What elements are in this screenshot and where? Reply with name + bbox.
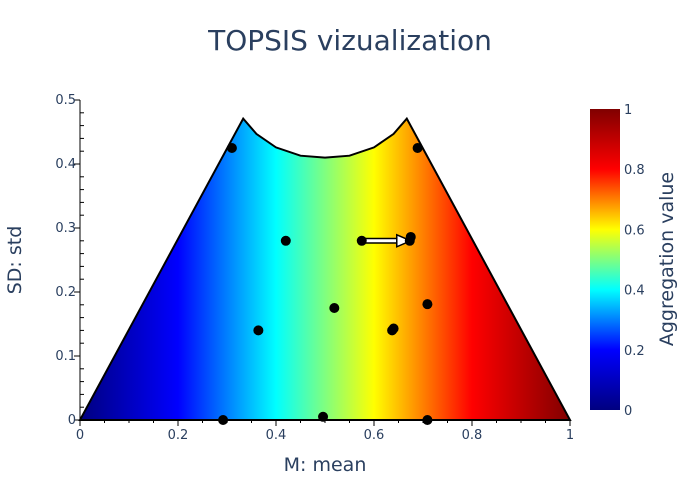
y-tick-label: 0.5 bbox=[55, 93, 76, 108]
y-tick-label: 0.4 bbox=[55, 157, 76, 172]
x-tick-label: 0.2 bbox=[168, 428, 189, 443]
colorbar-tick-label: 0.8 bbox=[624, 163, 645, 178]
colorbar-tick-label: 1 bbox=[624, 103, 632, 118]
data-point bbox=[356, 235, 367, 246]
colorbar-tick-label: 0.4 bbox=[624, 284, 645, 299]
data-point bbox=[318, 411, 329, 422]
data-points bbox=[218, 143, 433, 425]
colorbar-title: Aggregation value bbox=[656, 172, 678, 346]
data-point bbox=[280, 235, 291, 246]
data-point bbox=[329, 303, 340, 313]
colorbar-tick-label: 0 bbox=[624, 404, 632, 419]
colorbar-tick-label: 0.2 bbox=[624, 344, 645, 359]
colorbar-gradient bbox=[590, 109, 620, 410]
data-point bbox=[412, 143, 423, 153]
arrow bbox=[361, 233, 413, 248]
data-point bbox=[404, 235, 415, 246]
plot-area bbox=[78, 116, 572, 425]
y-tick-label: 0.3 bbox=[55, 221, 76, 236]
colorbar-tick-label: 0.6 bbox=[624, 223, 645, 238]
axes: 0 0.2 0.4 0.6 0.8 1 0 0.1 0.2 0.3 0.4 0.5 bbox=[55, 93, 574, 443]
colorbar-ticks: 0 0.2 0.4 0.6 0.8 1 bbox=[624, 103, 645, 419]
x-ticks: 0 0.2 0.4 0.6 0.8 1 bbox=[76, 420, 574, 443]
y-axis-title: SD: std bbox=[4, 226, 26, 295]
x-tick-label: 0.8 bbox=[462, 428, 483, 443]
y-ticks: 0 0.1 0.2 0.3 0.4 0.5 bbox=[55, 93, 84, 428]
x-tick-label: 0 bbox=[76, 428, 84, 443]
data-point bbox=[253, 325, 264, 336]
x-axis-title: M: mean bbox=[284, 454, 367, 476]
x-tick-label: 0.4 bbox=[266, 428, 287, 443]
arrow-head bbox=[396, 233, 413, 248]
x-tick-label: 0.6 bbox=[364, 428, 385, 443]
y-tick-label: 0.2 bbox=[55, 285, 76, 300]
x-tick-label: 1 bbox=[566, 428, 574, 443]
heatmap-background bbox=[80, 118, 570, 420]
y-tick-label: 0 bbox=[68, 413, 76, 428]
data-point bbox=[226, 143, 237, 153]
colorbar: 0 0.2 0.4 0.6 0.8 1 Aggregation value bbox=[590, 103, 678, 419]
y-tick-label: 0.1 bbox=[55, 349, 76, 364]
data-point bbox=[388, 323, 399, 334]
data-point bbox=[422, 299, 433, 310]
region-boundary bbox=[78, 116, 572, 421]
chart-title: TOPSIS vizualization bbox=[207, 24, 492, 57]
